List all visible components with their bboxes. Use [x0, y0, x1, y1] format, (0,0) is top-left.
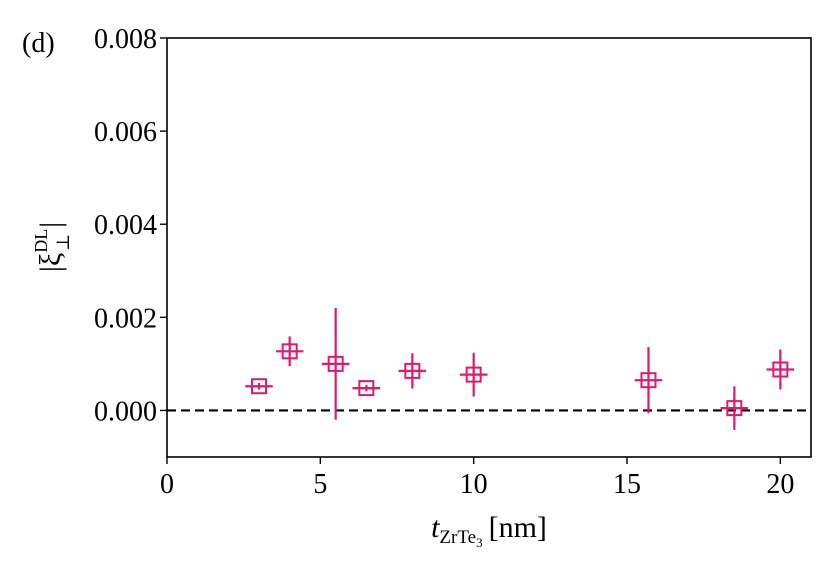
- square-marker: [640, 372, 657, 389]
- data-point: [459, 352, 488, 397]
- y-tick-label: 0.000: [94, 396, 157, 427]
- x-tick-label: 10: [460, 469, 488, 500]
- y-tick-label: 0.002: [94, 303, 157, 334]
- y-axis-label-main: |ξ: [34, 253, 67, 272]
- x-axis-label-main: t: [431, 511, 440, 544]
- data-point: [720, 386, 749, 430]
- y-axis-label: |ξDL ⊥ |: [31, 222, 73, 272]
- data-marks: [245, 308, 795, 430]
- square-marker: [726, 400, 743, 417]
- data-point: [634, 347, 663, 414]
- data-point: [245, 378, 273, 395]
- y-axis-label-sup: DL: [31, 229, 51, 253]
- y-axis-label-sub: ⊥: [53, 234, 73, 251]
- x-axis-label-unit: [nm]: [489, 511, 547, 544]
- y-tick-label: 0.008: [94, 24, 157, 55]
- square-marker: [404, 362, 421, 379]
- x-axis: 0 5 10 15 20: [160, 457, 794, 500]
- y-tick-label: 0.006: [94, 117, 157, 148]
- square-marker: [327, 355, 344, 372]
- data-point: [321, 308, 350, 420]
- x-axis-label: tZrTe3 [nm]: [431, 511, 547, 550]
- y-axis: 0.000 0.002 0.004 0.006 0.008: [94, 24, 167, 427]
- x-axis-label-sub-subscript: 3: [476, 535, 483, 550]
- y-tick-label: 0.004: [94, 210, 157, 241]
- square-marker: [281, 343, 298, 360]
- square-marker: [465, 366, 482, 383]
- x-tick-label: 15: [613, 469, 641, 500]
- square-marker: [772, 361, 789, 378]
- x-tick-label: 20: [766, 469, 794, 500]
- x-axis-label-subscript: ZrTe: [439, 527, 476, 548]
- x-tick-label: 5: [313, 469, 327, 500]
- plot-frame: [166, 37, 812, 458]
- data-point: [398, 353, 427, 389]
- panel-label: (d): [22, 28, 55, 59]
- square-marker: [358, 380, 375, 397]
- data-point: [766, 349, 795, 390]
- data-point: [352, 380, 381, 397]
- y-axis-label-close: |: [34, 222, 67, 228]
- x-tick-label: 0: [160, 469, 174, 500]
- data-point: [275, 336, 304, 367]
- square-marker: [251, 378, 267, 395]
